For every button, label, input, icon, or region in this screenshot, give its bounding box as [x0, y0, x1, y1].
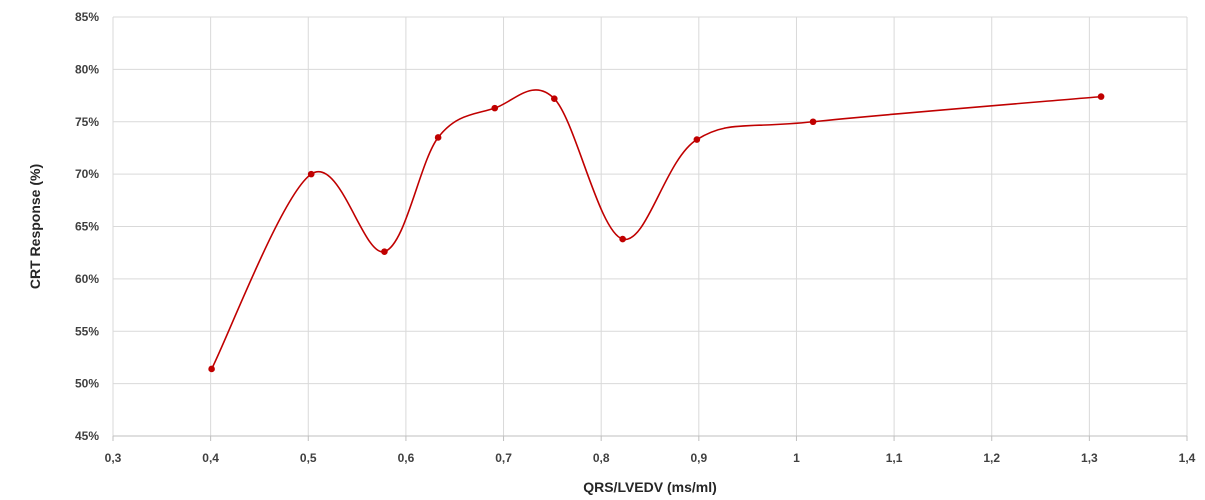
data-point: [551, 95, 558, 103]
y-axis-title: CRT Response (%): [27, 164, 43, 289]
y-tick-label: 65%: [75, 220, 99, 234]
y-tick-label: 45%: [75, 429, 99, 443]
series-line: [210, 89, 1102, 370]
x-axis-title: QRS/LVEDV (ms/ml): [583, 479, 717, 495]
data-point: [491, 104, 499, 112]
y-tick-label: 60%: [75, 272, 99, 286]
x-tick-label: 1,2: [983, 451, 1000, 465]
gridlines: [112, 16, 1188, 437]
data-point: [1097, 93, 1105, 100]
data-point: [619, 235, 626, 243]
x-tick-label: 1,4: [1179, 451, 1196, 465]
axes: 0,3 0,4 0,5 0,6 0,7 0,8 0,9 1 1,1 1,2 1,3 1,4 45% 50%…: [75, 10, 1196, 465]
x-tick-label: 0,5: [300, 451, 317, 465]
x-tick-label: 0,3: [105, 451, 122, 465]
data-point: [693, 136, 701, 143]
x-tick-label: 0,7: [495, 451, 512, 465]
y-tick-label: 75%: [75, 115, 99, 129]
data-point: [307, 170, 315, 178]
x-tick-label: 0,4: [202, 451, 219, 465]
data-point: [208, 365, 215, 373]
y-tick-label: 80%: [75, 62, 99, 76]
y-tick-label: 70%: [75, 167, 99, 181]
y-tick-label: 55%: [75, 324, 99, 338]
data-point: [809, 118, 817, 126]
y-tick-label: 50%: [75, 377, 99, 391]
x-tick-label: 1,1: [886, 451, 903, 465]
data-point: [381, 248, 388, 255]
x-tick-label: 0,6: [398, 451, 415, 465]
x-tick-label: 0,8: [593, 451, 610, 465]
y-tick-label: 85%: [75, 10, 99, 24]
data-point: [434, 134, 442, 141]
x-tick-label: 1: [793, 451, 800, 465]
x-tick-label: 1,3: [1081, 451, 1098, 465]
x-tick-label: 0,9: [690, 451, 707, 465]
series-layer: [208, 89, 1105, 373]
